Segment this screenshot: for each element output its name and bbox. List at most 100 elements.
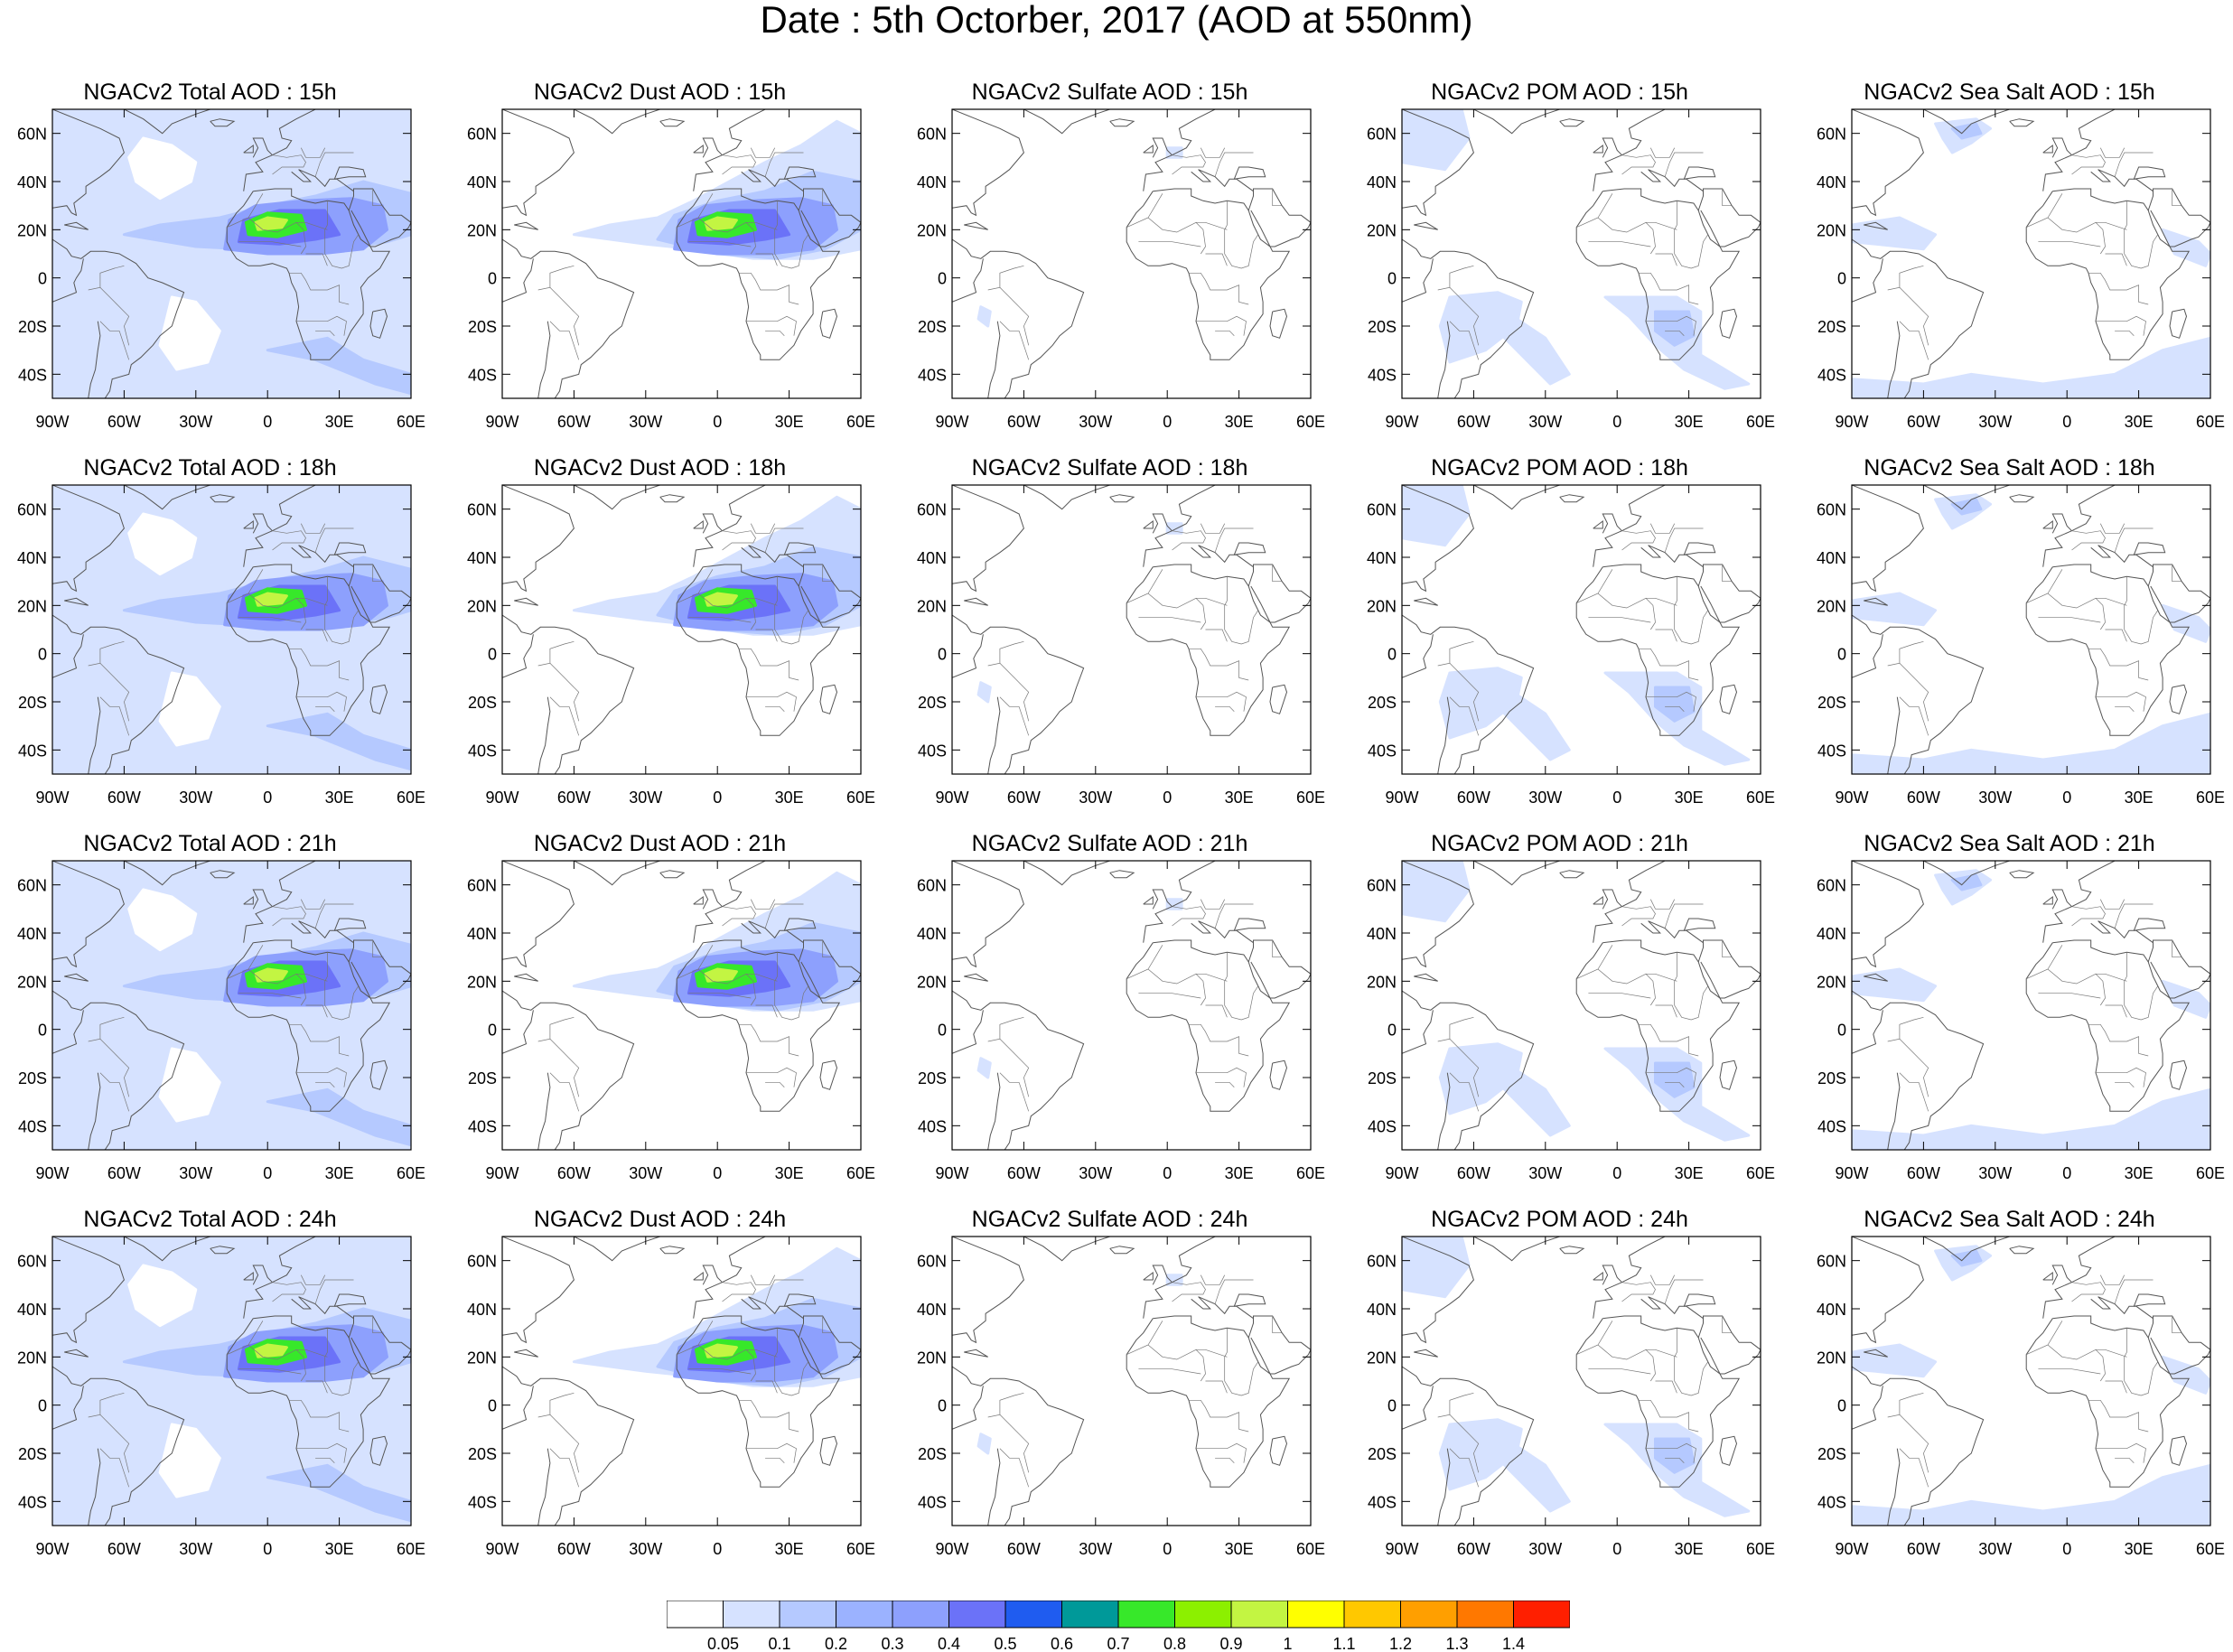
colorbar-label: 0.4 xyxy=(938,1635,960,1651)
lon-tick-label: 90W xyxy=(935,1540,968,1558)
colorbar-label: 0.3 xyxy=(881,1635,903,1651)
country-border xyxy=(688,241,752,247)
coastline xyxy=(1473,861,1560,886)
lon-tick-label: 30W xyxy=(1978,1164,2012,1182)
aod-field xyxy=(1402,861,1471,923)
country-border xyxy=(300,147,326,158)
map-panel: NGACv2 Dust AOD : 18h 60N 40N 20N 0 20S 40S 90W… xyxy=(450,454,875,816)
coastline xyxy=(252,889,273,910)
country-border xyxy=(324,1328,360,1396)
aod-field xyxy=(266,336,411,396)
country-border xyxy=(99,640,125,664)
coastline xyxy=(369,684,388,714)
country-border xyxy=(999,1072,1020,1083)
country-border xyxy=(88,1414,130,1473)
coastline xyxy=(1559,870,1585,879)
lat-tick-label: 20S xyxy=(1368,1445,1397,1463)
map-frame xyxy=(51,108,412,399)
coastline xyxy=(2169,1059,2188,1090)
map-frame xyxy=(1851,1236,2211,1526)
lon-tick-label: 90W xyxy=(485,1164,519,1182)
country-border xyxy=(1899,640,1924,664)
country-border xyxy=(1899,1072,1920,1083)
country-border xyxy=(677,193,714,229)
coastline xyxy=(1269,1059,1288,1090)
coastline xyxy=(1402,990,1535,1150)
lat-tick-label: 0 xyxy=(1387,270,1397,288)
map-frame xyxy=(951,108,1312,399)
country-border xyxy=(568,706,580,736)
country-border xyxy=(300,523,326,534)
lat-tick-label: 40N xyxy=(1817,173,1846,191)
coastline xyxy=(210,118,236,127)
aod-field xyxy=(1852,967,1938,1003)
panel-title: NGACv2 POM AOD : 21h xyxy=(1431,831,1688,856)
coastline xyxy=(502,861,575,968)
country-border xyxy=(314,152,354,177)
country-border xyxy=(1655,1004,1677,1018)
lon-tick-label: 90W xyxy=(1835,1164,1868,1182)
country-border xyxy=(1449,1072,1470,1083)
country-border xyxy=(238,617,302,623)
aod-field xyxy=(1654,310,1696,347)
country-border xyxy=(739,1399,799,1433)
coastline xyxy=(1852,1237,1924,1344)
country-border xyxy=(999,696,1020,707)
coastline xyxy=(676,1315,841,1488)
aod-map: 60N 40N 20N 0 20S 40S 90W 60W 30W 0 30E 60E xyxy=(17,860,425,1182)
coastline xyxy=(1864,1349,1888,1358)
aod-map: 60N 40N 20N 0 20S 40S 90W 60W 30W 0 30E 60E xyxy=(1367,860,1775,1182)
lat-tick-label: 40S xyxy=(1817,742,1846,760)
lon-tick-label: 60W xyxy=(557,1164,591,1182)
country-border xyxy=(324,576,360,645)
country-border xyxy=(1674,576,1709,645)
country-border xyxy=(750,899,776,910)
coastline xyxy=(1402,1386,1434,1430)
country-border xyxy=(300,899,326,910)
panel-title: NGACv2 Dust AOD : 21h xyxy=(533,831,787,856)
aod-field xyxy=(266,1087,411,1147)
coastline xyxy=(1593,1237,1666,1319)
country-border xyxy=(722,906,756,927)
country-border xyxy=(1899,265,1924,288)
lon-tick-label: 30E xyxy=(2125,413,2154,431)
country-border xyxy=(746,1067,797,1087)
coastline xyxy=(1233,542,1266,555)
country-border xyxy=(300,1274,326,1285)
country-border xyxy=(774,952,809,1021)
country-border xyxy=(1887,662,1929,722)
coastline xyxy=(252,513,273,534)
lat-tick-label: 0 xyxy=(1837,1397,1846,1415)
country-border xyxy=(549,696,570,707)
country-border xyxy=(296,597,328,606)
country-border xyxy=(2124,1328,2159,1396)
country-border xyxy=(2096,1067,2146,1087)
lat-tick-label: 0 xyxy=(38,270,47,288)
lat-tick-label: 20N xyxy=(17,973,47,991)
coastline xyxy=(210,1246,236,1255)
panel-title: NGACv2 Dust AOD : 18h xyxy=(533,455,787,481)
country-border xyxy=(1468,331,1480,360)
coastline xyxy=(514,973,538,982)
coastline xyxy=(64,1349,89,1358)
lon-tick-label: 60E xyxy=(397,1540,425,1558)
map-frame xyxy=(951,1236,1312,1526)
coastline xyxy=(1697,939,1761,999)
coastline xyxy=(1719,1435,1738,1466)
map-frame xyxy=(1401,108,1761,399)
coastline xyxy=(676,564,841,736)
colorbar: 0.05 0.1 0.2 0.3 0.4 0.5 0.6 0.7 0.8 0.9 1 1.1 1.2 1.… xyxy=(667,1601,1570,1651)
country-border xyxy=(1200,899,1226,910)
country-border xyxy=(764,1279,804,1304)
country-border xyxy=(1664,152,1704,177)
lat-tick-label: 20N xyxy=(17,1349,47,1367)
coastline xyxy=(243,519,254,529)
country-border xyxy=(1214,1279,1254,1304)
coastline xyxy=(1887,1072,1901,1150)
country-border xyxy=(1205,253,1228,266)
coastline xyxy=(1023,485,1110,510)
lon-tick-label: 0 xyxy=(1163,1540,1172,1558)
lon-tick-label: 60W xyxy=(1457,1164,1490,1182)
coastline xyxy=(2042,1271,2053,1281)
lat-tick-label: 60N xyxy=(917,501,947,519)
